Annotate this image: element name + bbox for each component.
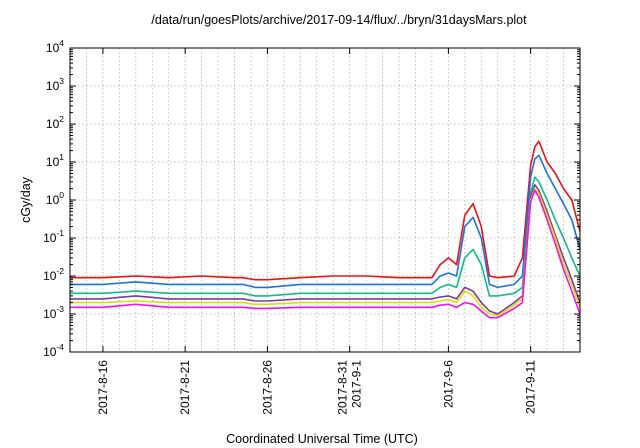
series-line-6: [70, 189, 581, 319]
series-layer: [70, 140, 581, 319]
y-tick-label: 100: [46, 190, 64, 207]
y-tick-label: 101: [46, 152, 64, 169]
y-axis-label: cGy/day: [19, 176, 33, 223]
series-line-5: [70, 187, 581, 317]
y-axis: 10-4 10-3 10-2 10-1 100 101 102 103 104: [43, 38, 580, 359]
x-tick-label: 2017-9-1: [350, 360, 364, 408]
x-tick-label: 2017-8-31: [336, 360, 350, 415]
y-tick-label: 10-1: [43, 228, 64, 245]
grid-layer: [70, 48, 580, 352]
x-axis-label: Coordinated Universal Time (UTC): [226, 432, 418, 446]
series-line-4: [70, 184, 581, 315]
series-line-3: [70, 176, 581, 297]
y-tick-label: 103: [46, 76, 64, 93]
y-tick-label: 10-3: [43, 304, 64, 321]
x-tick-label: 2017-8-26: [260, 360, 274, 415]
x-tick-label: 2017-8-16: [96, 360, 110, 415]
y-tick-label: 102: [46, 114, 64, 131]
y-tick-label: 104: [46, 38, 64, 55]
y-tick-label: 10-4: [43, 342, 64, 359]
chart-title: /data/run/goesPlots/archive/2017-09-14/f…: [151, 13, 527, 27]
series-line-2: [70, 154, 581, 289]
series-line-1: [70, 140, 581, 281]
x-tick-label: 2017-9-11: [524, 360, 538, 414]
x-tick-label: 2017-9-6: [441, 360, 455, 408]
y-tick-label: 10-2: [43, 266, 64, 283]
x-tick-label: 2017-8-21: [178, 360, 192, 415]
x-axis: 2017-8-16 2017-8-21 2017-8-26 2017-8-31 2017…: [96, 48, 538, 415]
